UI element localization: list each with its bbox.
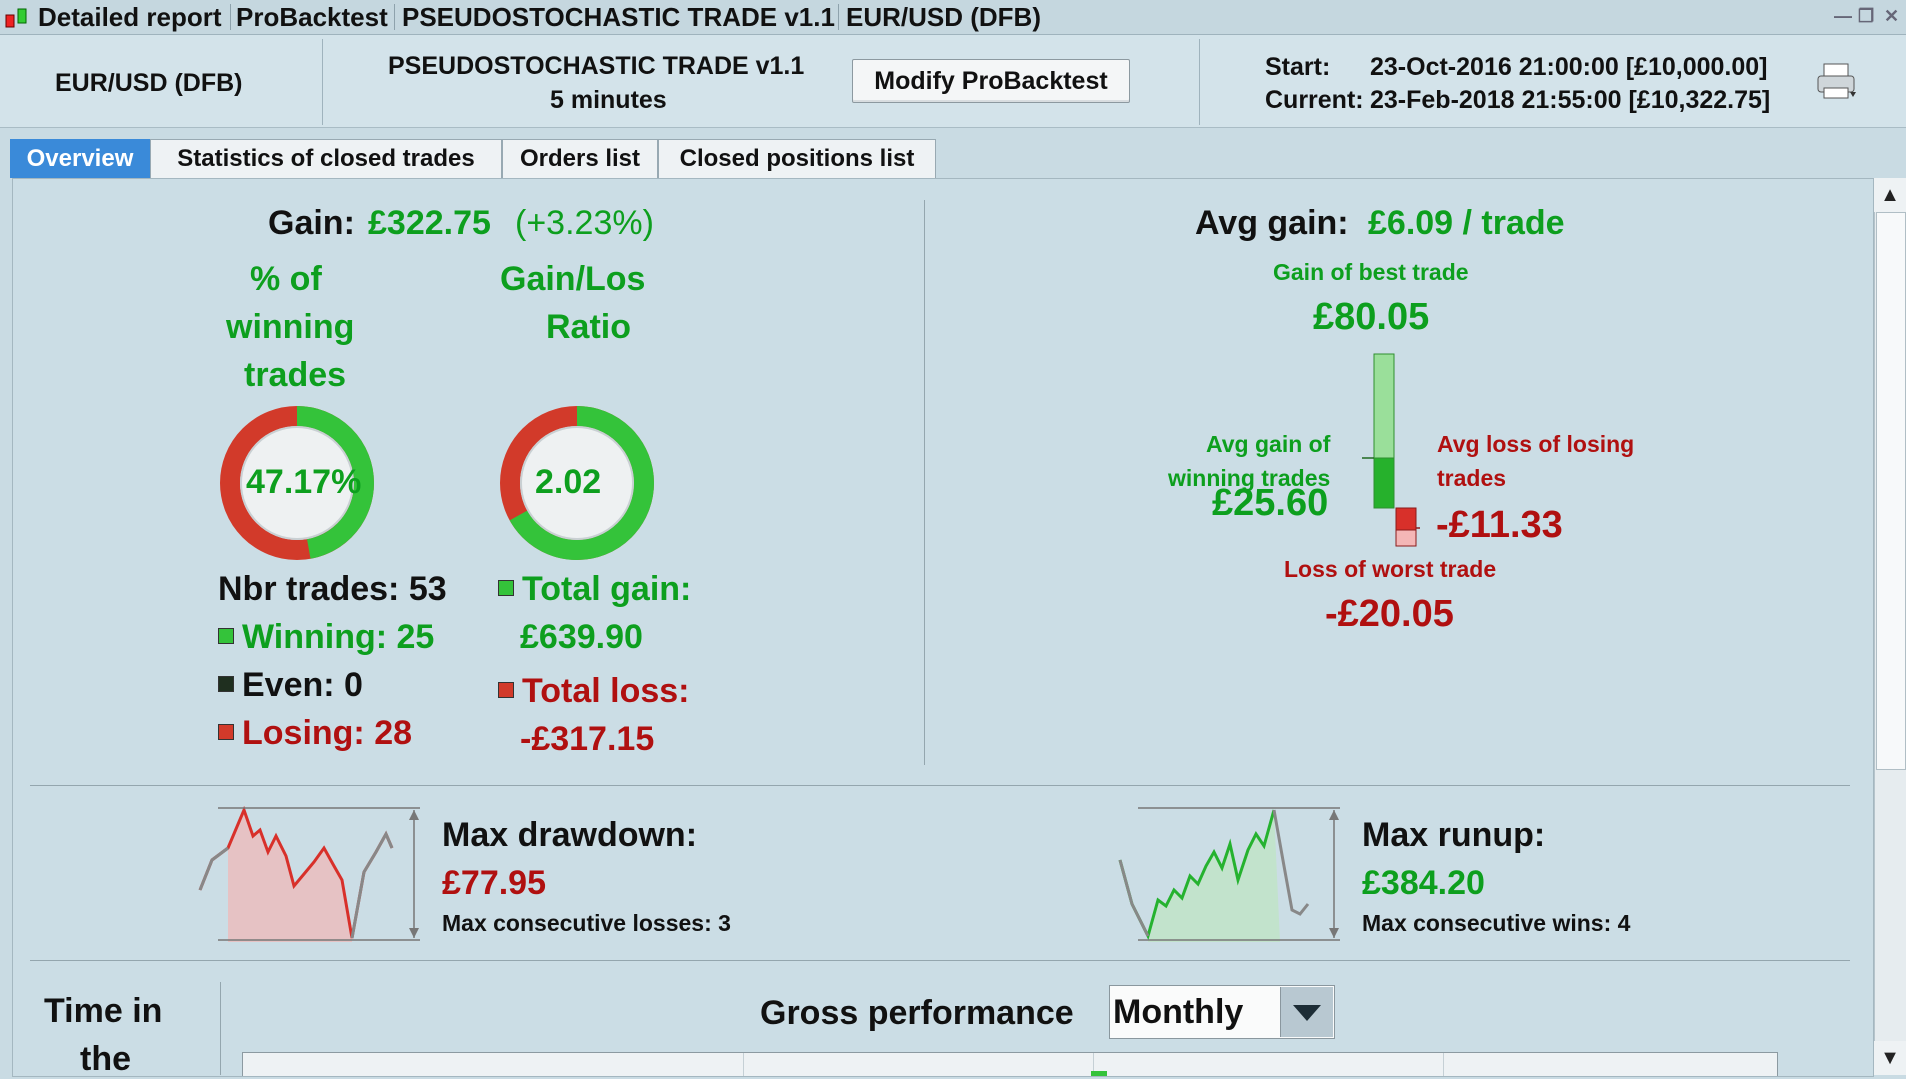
current-label: Current: bbox=[1265, 86, 1364, 114]
avg-loss-label-line1: Avg loss of losing bbox=[1437, 431, 1635, 457]
scroll-down-icon[interactable]: ▼ bbox=[1874, 1041, 1906, 1075]
title-bar: Detailed report ProBacktest PSEUDOSTOCHA… bbox=[0, 0, 1906, 35]
avg-loss-label-line2: trades bbox=[1437, 465, 1507, 491]
worst-trade-label: Loss of worst trade bbox=[1284, 556, 1497, 582]
drawdown-sparkline bbox=[198, 806, 420, 942]
avg-win-label-line1: Avg gain of bbox=[1206, 431, 1331, 457]
titlebar-item-strategy: PSEUDOSTOCHASTIC TRADE v1.1 bbox=[402, 2, 835, 32]
ratio-title-line1: Gain/Los bbox=[500, 260, 646, 298]
modify-probacktest-button[interactable]: Modify ProBacktest bbox=[852, 59, 1130, 103]
print-icon[interactable] bbox=[1816, 62, 1860, 102]
gross-performance-chart bbox=[242, 1052, 1778, 1076]
titlebar-item-report: Detailed report bbox=[38, 2, 222, 32]
even-count: Even: 0 bbox=[218, 666, 363, 705]
max-drawdown-label: Max drawdown: bbox=[442, 816, 698, 854]
time-in-market-line1: Time in bbox=[44, 992, 163, 1030]
gain-loss-ratio-donut bbox=[500, 406, 654, 560]
worst-trade-value: -£20.05 bbox=[1325, 593, 1454, 635]
ratio-value: 2.02 bbox=[535, 463, 602, 501]
header-strategy: PSEUDOSTOCHASTIC TRADE v1.1 bbox=[388, 52, 805, 80]
winning-title-line1: % of bbox=[250, 260, 322, 298]
max-consecutive-losses: Max consecutive losses: 3 bbox=[442, 910, 731, 936]
winning-title-line2: winning bbox=[226, 308, 355, 346]
winning-title-line3: trades bbox=[244, 356, 347, 394]
tab-overview[interactable]: Overview bbox=[10, 139, 150, 178]
total-loss-label: Total loss: bbox=[498, 672, 690, 711]
period-selected-value: Monthly bbox=[1113, 993, 1244, 1031]
minimize-icon[interactable]: — bbox=[1834, 6, 1852, 26]
gross-performance-label: Gross performance bbox=[760, 994, 1074, 1032]
runup-sparkline bbox=[1118, 807, 1340, 942]
total-gain-label: Total gain: bbox=[498, 570, 691, 609]
tab-orders-list[interactable]: Orders list bbox=[502, 139, 658, 178]
winning-arc bbox=[220, 406, 374, 560]
start-label: Start: bbox=[1265, 53, 1331, 81]
max-runup-label: Max runup: bbox=[1362, 816, 1546, 854]
avg-win-value: £25.60 bbox=[1212, 482, 1329, 524]
winning-count: Winning: 25 bbox=[218, 618, 434, 657]
gross-performance-period-select[interactable]: Monthly bbox=[1109, 985, 1335, 1039]
close-icon[interactable]: ✕ bbox=[1884, 6, 1900, 26]
horizontal-divider-2 bbox=[30, 960, 1850, 961]
avg-loss-value: -£11.33 bbox=[1436, 504, 1563, 546]
total-loss-value: -£317.15 bbox=[520, 720, 655, 758]
nbr-trades: Nbr trades: 53 bbox=[218, 570, 447, 608]
candlestick-app-icon bbox=[4, 7, 30, 29]
max-runup-value: £384.20 bbox=[1362, 864, 1485, 902]
scroll-up-icon[interactable]: ▲ bbox=[1874, 178, 1906, 212]
titlebar-item-probacktest: ProBacktest bbox=[236, 2, 388, 32]
scrollbar-thumb[interactable] bbox=[1876, 212, 1906, 770]
current-value: 23-Feb-2018 21:55:00 [£10,322.75] bbox=[1370, 86, 1771, 114]
winning-percent-value: 47.17% bbox=[246, 463, 362, 501]
max-consecutive-wins: Max consecutive wins: 4 bbox=[1362, 910, 1631, 936]
winning-trades-donut bbox=[220, 406, 374, 560]
gain-label: Gain: bbox=[268, 204, 355, 242]
bottom-divider bbox=[220, 982, 221, 1075]
avg-gain-label: Avg gain: bbox=[1195, 204, 1349, 242]
avg-win-label-line2: winning trades bbox=[1168, 465, 1331, 491]
losing-count: Losing: 28 bbox=[218, 714, 412, 753]
avg-gain-value: £6.09 / trade bbox=[1368, 204, 1565, 242]
header-timeframe: 5 minutes bbox=[550, 86, 667, 114]
gain-value: £322.75 bbox=[368, 204, 491, 242]
header-instrument: EUR/USD (DFB) bbox=[55, 69, 243, 97]
ratio-title-line2: Ratio bbox=[546, 308, 631, 346]
titlebar-item-instrument: EUR/USD (DFB) bbox=[846, 2, 1041, 32]
restore-icon[interactable]: ❐ bbox=[1858, 6, 1875, 26]
vertical-divider bbox=[924, 200, 925, 765]
time-in-market-line2: the bbox=[80, 1040, 131, 1078]
start-value: 23-Oct-2016 21:00:00 [£10,000.00] bbox=[1370, 53, 1768, 81]
max-drawdown-value: £77.95 bbox=[442, 864, 546, 902]
tab-statistics-closed-trades[interactable]: Statistics of closed trades bbox=[150, 139, 502, 178]
best-trade-label: Gain of best trade bbox=[1273, 259, 1469, 285]
tab-closed-positions-list[interactable]: Closed positions list bbox=[658, 139, 936, 178]
trade-range-bar bbox=[1362, 353, 1420, 547]
chevron-down-icon[interactable] bbox=[1280, 987, 1333, 1037]
total-gain-value: £639.90 bbox=[520, 618, 643, 656]
gain-percent: (+3.23%) bbox=[515, 204, 654, 242]
ratio-arc bbox=[500, 406, 654, 560]
best-trade-value: £80.05 bbox=[1313, 296, 1430, 338]
horizontal-divider-1 bbox=[30, 785, 1850, 786]
